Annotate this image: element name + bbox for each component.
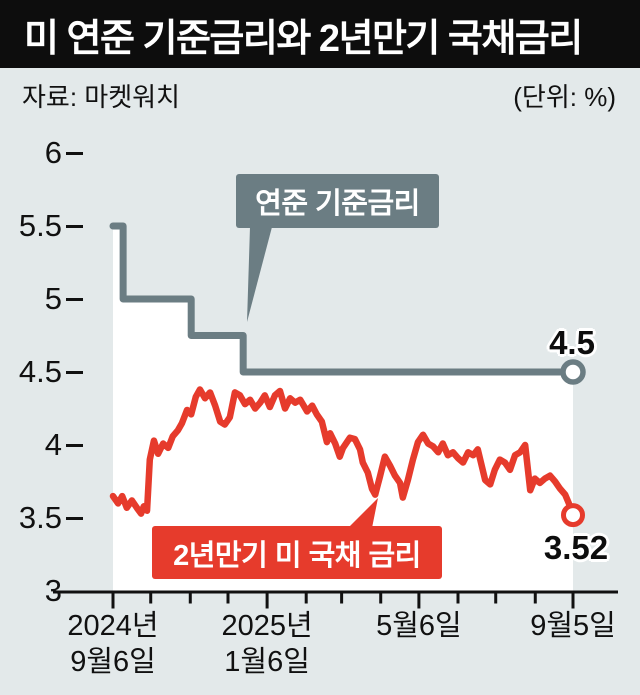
meta-row: 자료: 마켓워치 (단위: %)	[22, 82, 616, 112]
fed-endpoint-marker	[560, 359, 586, 385]
fed-rate-end-value: 4.5	[549, 324, 595, 361]
page-title: 미 연준 기준금리와 2년만기 국채금리	[24, 17, 583, 60]
fed-rate-callout-label: 연준 기준금리	[255, 188, 420, 220]
treasury-callout-tail	[348, 498, 378, 528]
plot-area	[113, 226, 573, 591]
treasury-yield-line	[109, 386, 577, 519]
source-note: 자료: 마켓워치	[22, 82, 180, 112]
treasury-end-value: 3.52	[543, 529, 609, 566]
treasury-endpoint-marker	[561, 503, 585, 528]
treasury-callout: 2년만기 미 국채 금리	[152, 526, 442, 579]
fed-rate-line	[109, 222, 577, 376]
treasury-callout-label: 2년만기 미 국채 금리	[173, 539, 421, 572]
title-banner: 미 연준 기준금리와 2년만기 국채금리	[0, 0, 640, 68]
fed-rate-callout: 연준 기준금리	[236, 174, 439, 228]
fed-rate-callout-tail	[247, 227, 272, 322]
unit-note: (단위: %)	[513, 82, 616, 112]
